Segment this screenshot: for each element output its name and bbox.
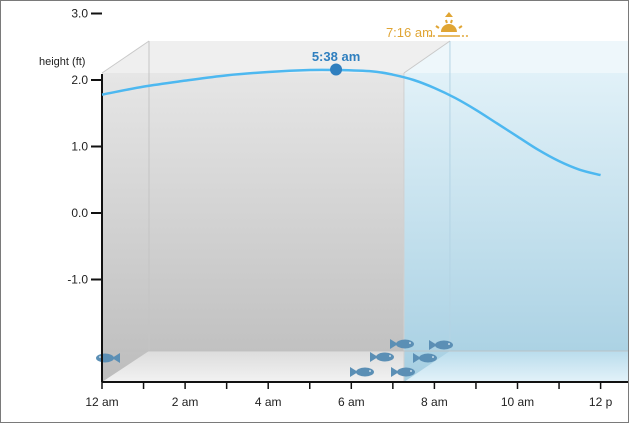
fish-body bbox=[376, 352, 394, 362]
day-region-top bbox=[403, 41, 628, 73]
tide-series bbox=[101, 68, 601, 177]
fish-eye bbox=[409, 342, 411, 344]
night-floor bbox=[102, 351, 450, 382]
fish-icon bbox=[429, 340, 453, 350]
high-tide-marker[interactable] bbox=[330, 63, 343, 76]
fish-eye bbox=[369, 370, 371, 372]
sunrise-icon bbox=[428, 12, 469, 37]
tide-curve bbox=[101, 68, 601, 177]
fish-icon bbox=[391, 367, 415, 377]
x-tick-label: 4 am bbox=[255, 395, 282, 409]
day-floor bbox=[403, 351, 628, 382]
fish-body bbox=[435, 340, 453, 350]
night-top-edge bbox=[101, 40, 150, 74]
fish-eye bbox=[99, 356, 101, 358]
y-tick-label: 3.0 bbox=[71, 7, 88, 21]
fish-tail bbox=[370, 352, 378, 362]
fish-icon bbox=[370, 352, 394, 362]
day-region bbox=[403, 73, 628, 382]
fish-tail bbox=[112, 353, 120, 363]
fish-tail bbox=[429, 340, 437, 350]
y-tick-label: -1.0 bbox=[67, 273, 88, 287]
chart-annotations: 5:38 am 7:16 am bbox=[312, 12, 469, 76]
y-axis-title: height (ft) bbox=[39, 56, 85, 68]
sun-ray bbox=[435, 25, 440, 29]
fish-body bbox=[397, 367, 415, 377]
fish-tail bbox=[390, 339, 398, 349]
fish-icon bbox=[350, 367, 374, 377]
fish-icon bbox=[390, 339, 414, 349]
fish-decorations bbox=[96, 339, 453, 377]
fish-tail bbox=[350, 367, 358, 377]
sun-half bbox=[440, 24, 457, 32]
sunrise-arrow bbox=[444, 12, 453, 17]
fish-eye bbox=[389, 355, 391, 357]
fish-tail bbox=[413, 353, 421, 363]
fish-eye bbox=[448, 343, 450, 345]
sun-ray bbox=[444, 19, 448, 24]
fish-tail bbox=[391, 367, 399, 377]
night-region bbox=[102, 73, 404, 382]
fish-body bbox=[356, 367, 374, 377]
y-tick-label: 0.0 bbox=[71, 206, 88, 220]
fish-icon bbox=[413, 353, 437, 363]
fish-body bbox=[419, 353, 437, 363]
sun-ray bbox=[458, 25, 463, 29]
sunrise-time-label: 7:16 am bbox=[386, 25, 433, 40]
fish-body bbox=[96, 353, 114, 363]
chart-axes: height (ft) 3.0 2.0 1.0 0.0 -1.0 12 am 2 am 4 a… bbox=[39, 7, 628, 409]
sun-ray bbox=[449, 19, 453, 24]
night-region-top bbox=[102, 41, 450, 73]
high-tide-time-label: 5:38 am bbox=[312, 49, 360, 64]
x-tick-label: 10 am bbox=[501, 395, 534, 409]
fish-eye bbox=[432, 356, 434, 358]
fish-body bbox=[396, 339, 414, 349]
y-tick-label: 1.0 bbox=[71, 140, 88, 154]
x-tick-label: 12 am bbox=[85, 395, 118, 409]
fish-icon bbox=[96, 353, 120, 363]
x-tick-label: 2 am bbox=[172, 395, 199, 409]
day-top-edge bbox=[403, 40, 451, 74]
y-tick-label: 2.0 bbox=[71, 73, 88, 87]
x-tick-label: 12 p bbox=[589, 395, 613, 409]
x-tick-label: 8 am bbox=[421, 395, 448, 409]
fish-eye bbox=[410, 370, 412, 372]
chart-background bbox=[101, 40, 628, 382]
x-tick-label: 6 am bbox=[338, 395, 365, 409]
